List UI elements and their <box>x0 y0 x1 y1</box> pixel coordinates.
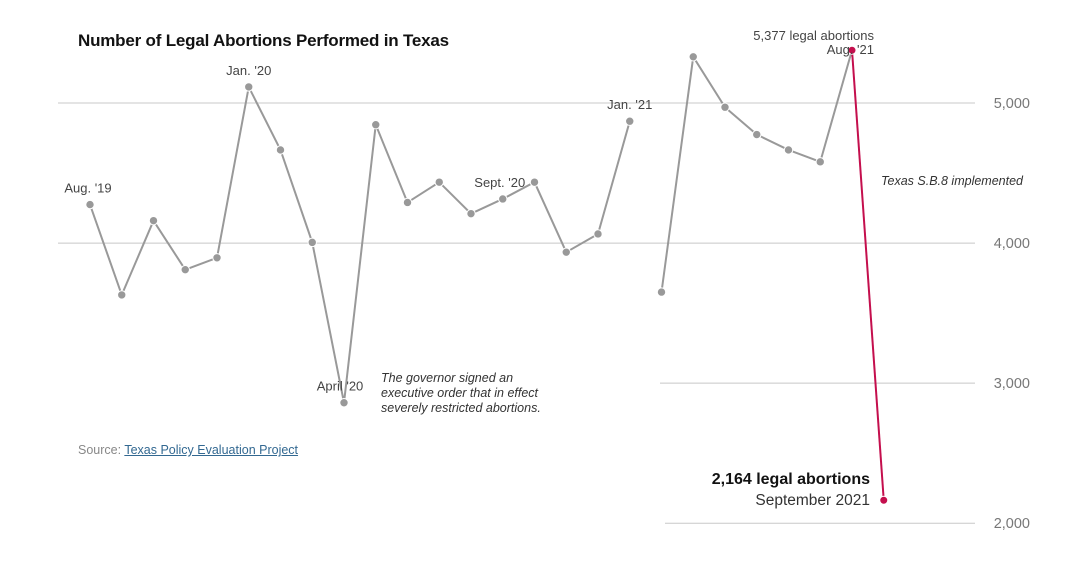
data-point-12 <box>466 208 476 219</box>
source-link[interactable]: Texas Policy Evaluation Project <box>124 443 299 457</box>
data-point-18 <box>656 287 667 297</box>
law-label: Texas S.B.8 implemented <box>881 174 1024 188</box>
chart-title: Number of Legal Abortions Performed in T… <box>78 31 449 50</box>
order-note-line-1: executive order that in effect <box>381 386 539 400</box>
data-point-24 <box>847 45 857 55</box>
data-point-25 <box>879 495 889 505</box>
point-labels: Aug. '19 Jan. '20 April '20 Sept. '20 Jan. '… <box>64 63 652 394</box>
data-point-17 <box>625 116 635 126</box>
y-tick-label-4000: 4,000 <box>994 236 1030 252</box>
y-tick-label-5000: 5,000 <box>994 96 1030 112</box>
data-point-13 <box>498 194 508 204</box>
data-point-23 <box>815 157 825 167</box>
data-point-8 <box>339 398 349 408</box>
series-line-segment-1 <box>89 85 631 404</box>
peak-value-label: 5,377 legal abortions <box>753 28 874 43</box>
data-point-7 <box>307 237 317 248</box>
data-point-20 <box>720 102 730 112</box>
source-note: Source: Texas Policy Evaluation Project <box>78 443 298 457</box>
data-point-3 <box>180 264 190 275</box>
y-tick-label-2000: 2,000 <box>994 516 1030 532</box>
data-point-4 <box>212 253 222 263</box>
y-tick-label-3000: 3,000 <box>994 376 1030 392</box>
source-prefix: Source: <box>78 443 125 457</box>
data-point-6 <box>275 145 286 155</box>
point-label-0: Aug. '19 <box>64 181 111 196</box>
series-line <box>89 49 885 501</box>
order-note-line-0: The governor signed an <box>381 371 513 385</box>
drop-value-label: 2,164 legal abortions <box>712 471 870 488</box>
data-point-14 <box>529 177 540 187</box>
data-point-2 <box>148 215 159 226</box>
data-point-22 <box>783 145 794 155</box>
point-label-13: Sept. '20 <box>474 175 525 190</box>
data-point-9 <box>371 120 381 130</box>
data-point-10 <box>402 197 413 208</box>
order-note-line-2: severely restricted abortions. <box>381 401 541 415</box>
peak-month-label: Aug. '21 <box>827 42 874 57</box>
data-point-15 <box>561 247 571 257</box>
point-label-5: Jan. '20 <box>226 63 271 78</box>
data-point-11 <box>434 177 444 187</box>
data-point-5 <box>244 82 254 92</box>
data-point-19 <box>688 52 698 62</box>
gridlines <box>58 102 975 524</box>
drop-line <box>851 50 885 501</box>
y-axis-ticks: 2,000 3,000 4,000 5,000 <box>994 96 1030 532</box>
point-label-8: April '20 <box>317 379 364 394</box>
drop-month-label: September 2021 <box>755 492 870 509</box>
data-point-16 <box>593 229 603 239</box>
data-point-0 <box>85 199 95 210</box>
point-label-17: Jan. '21 <box>607 97 652 112</box>
series-line-segment-2 <box>660 49 853 293</box>
data-points <box>85 45 889 505</box>
data-point-21 <box>752 129 762 140</box>
data-point-1 <box>117 290 127 300</box>
